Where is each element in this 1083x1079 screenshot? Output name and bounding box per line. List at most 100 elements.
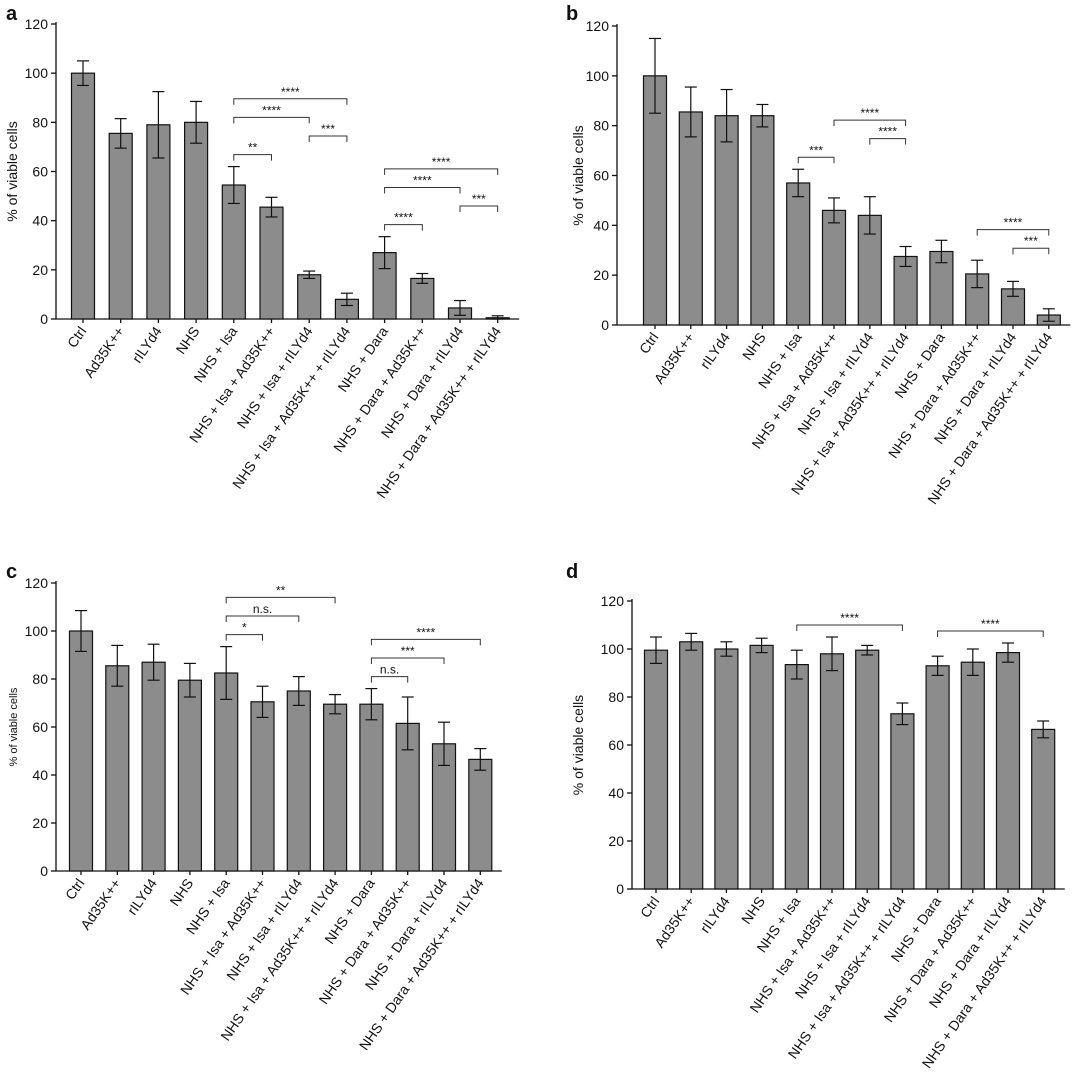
significance-bracket <box>384 186 461 194</box>
significance-label: **** <box>981 617 1000 631</box>
bar <box>643 649 669 890</box>
y-tick-label: 80 <box>608 689 624 705</box>
y-tick-label: 60 <box>608 737 624 753</box>
y-tick-label: 60 <box>32 719 48 735</box>
significance-label: *** <box>809 143 823 157</box>
bar <box>70 72 96 320</box>
category-label: Ctrl <box>636 330 662 357</box>
y-axis-label: % of viable cells <box>570 125 586 225</box>
bar <box>221 184 246 320</box>
bar <box>259 206 284 320</box>
panel-letter: d <box>566 561 578 583</box>
bar <box>410 277 435 320</box>
significance-label: **** <box>1004 216 1023 230</box>
bar <box>749 644 774 890</box>
y-tick-label: 40 <box>32 767 48 783</box>
category-label: NHS <box>739 330 769 363</box>
y-tick-label: 120 <box>25 575 49 591</box>
significance-bracket <box>384 224 423 231</box>
bar <box>359 703 384 872</box>
significance-label: *** <box>401 644 415 658</box>
bar <box>141 661 166 872</box>
bar <box>750 115 775 326</box>
significance-label: ** <box>276 583 286 597</box>
significance-bracket <box>308 135 348 142</box>
significance-label: **** <box>413 173 432 187</box>
significance-label: ** <box>248 141 258 155</box>
category-label: rILYd4 <box>129 323 165 365</box>
significance-label: **** <box>417 625 436 639</box>
y-tick-label: 80 <box>32 114 48 130</box>
bar <box>960 661 985 890</box>
panel-letter: a <box>6 3 18 25</box>
significance-bracket <box>459 205 499 213</box>
bar <box>995 651 1021 890</box>
y-tick-label: 120 <box>601 593 625 609</box>
category-label: rILYd4 <box>124 875 160 917</box>
chart-panel-c: c% of viable cells020406080100120CtrlAd3… <box>6 561 502 1053</box>
y-tick-label: 100 <box>25 65 49 81</box>
significance-label: **** <box>262 103 281 117</box>
y-tick-label: 60 <box>32 164 48 180</box>
y-tick-label: 80 <box>32 671 48 687</box>
y-tick-label: 0 <box>40 863 48 879</box>
y-axis-label: % of viable cells <box>8 687 20 766</box>
bar <box>468 758 493 872</box>
y-tick-label: 20 <box>32 262 48 278</box>
category-label: rILYd4 <box>697 893 733 935</box>
significance-bracket <box>370 676 409 683</box>
y-tick-label: 100 <box>586 68 610 84</box>
y-tick-label: 20 <box>593 267 609 283</box>
bar <box>286 690 311 872</box>
chart-panel-a: a% of viable cells020406080100120CtrlAd3… <box>4 3 520 501</box>
significance-label: **** <box>860 106 879 120</box>
significance-bracket <box>869 138 907 145</box>
significance-bracket <box>370 638 481 646</box>
y-tick-label: 20 <box>608 833 624 849</box>
chart-panel-d: d% of viable cells020406080100120CtrlAd3… <box>566 561 1065 1071</box>
panel-letter: c <box>6 561 17 583</box>
y-tick-label: 40 <box>593 217 609 233</box>
bar <box>108 132 133 320</box>
bar <box>890 713 915 890</box>
significance-label: n.s. <box>380 663 399 677</box>
y-tick-label: 120 <box>25 16 49 32</box>
bar <box>925 665 950 890</box>
y-tick-label: 20 <box>32 815 48 831</box>
bar <box>297 274 322 320</box>
y-tick-label: 40 <box>608 785 624 801</box>
bar <box>214 672 239 872</box>
significance-label: *** <box>321 122 335 136</box>
category-label: NHS <box>738 894 768 927</box>
significance-label: **** <box>432 155 451 169</box>
significance-bracket <box>370 657 445 664</box>
significance-bracket <box>833 119 907 127</box>
y-tick-label: 0 <box>40 311 48 327</box>
significance-bracket <box>797 156 835 164</box>
bar <box>323 703 348 872</box>
bar <box>1031 728 1056 890</box>
y-tick-label: 100 <box>25 623 49 639</box>
significance-bracket <box>1012 247 1050 255</box>
y-tick-label: 0 <box>616 881 624 897</box>
y-tick-label: 100 <box>601 641 625 657</box>
significance-bracket <box>976 229 1050 236</box>
panel-letter: b <box>566 3 578 25</box>
y-tick-label: 60 <box>593 168 609 184</box>
bar <box>819 653 845 890</box>
significance-bracket <box>225 615 300 622</box>
significance-label: **** <box>840 611 859 625</box>
bar <box>250 701 275 872</box>
y-axis-label: % of viable cells <box>4 121 20 221</box>
y-tick-label: 40 <box>32 213 48 229</box>
bar <box>68 630 94 872</box>
significance-label: **** <box>878 125 897 139</box>
category-label: Ctrl <box>637 894 663 921</box>
significance-bracket <box>225 596 336 604</box>
significance-bracket <box>225 634 263 641</box>
y-axis-label: % of viable cells <box>570 695 586 795</box>
significance-label: *** <box>1024 234 1038 248</box>
bar <box>786 182 811 326</box>
bar <box>821 209 847 326</box>
